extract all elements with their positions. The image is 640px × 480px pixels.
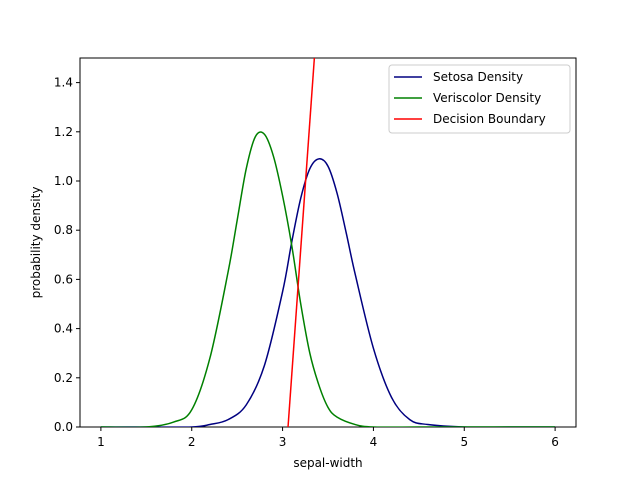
legend: Setosa Density Veriscolor Density Decision…: [388, 64, 571, 134]
axes-frame: [79, 57, 577, 428]
plot-area: [79, 57, 577, 428]
y-tick-label: 0.4: [54, 322, 73, 336]
y-tick-label: 1.0: [54, 174, 73, 188]
series-line-veriscolor-density: [100, 131, 556, 427]
legend-items: Setosa Density Veriscolor Density Decision…: [394, 70, 546, 126]
legend-label: Veriscolor Density: [433, 91, 541, 105]
series-layer: [100, 58, 556, 427]
y-tick-label: 0.0: [54, 420, 73, 434]
x-tick-label: 6: [551, 435, 559, 449]
y-tick-label: 1.2: [54, 125, 73, 139]
legend-label: Setosa Density: [433, 70, 523, 84]
legend-label: Decision Boundary: [433, 112, 546, 126]
y-axis-ticks: 0.0 0.2 0.4 0.6 0.8 1.0 1.2 1.4: [54, 76, 80, 434]
series-line-decision-boundary: [287, 58, 316, 427]
y-axis-label: probability density: [29, 187, 43, 299]
x-tick-label: 5: [460, 435, 468, 449]
y-tick-label: 0.2: [54, 371, 73, 385]
y-tick-label: 1.4: [54, 76, 73, 90]
x-tick-label: 4: [370, 435, 378, 449]
x-tick-label: 2: [188, 435, 196, 449]
x-axis-ticks: 1 2 3 4 5 6: [97, 427, 559, 449]
series-line-setosa-density: [100, 158, 556, 427]
y-tick-label: 0.6: [54, 272, 73, 286]
x-tick-label: 1: [97, 435, 105, 449]
x-axis-label: sepal-width: [293, 456, 362, 470]
y-tick-label: 0.8: [54, 223, 73, 237]
x-tick-label: 3: [279, 435, 287, 449]
legend-box: [388, 64, 571, 134]
